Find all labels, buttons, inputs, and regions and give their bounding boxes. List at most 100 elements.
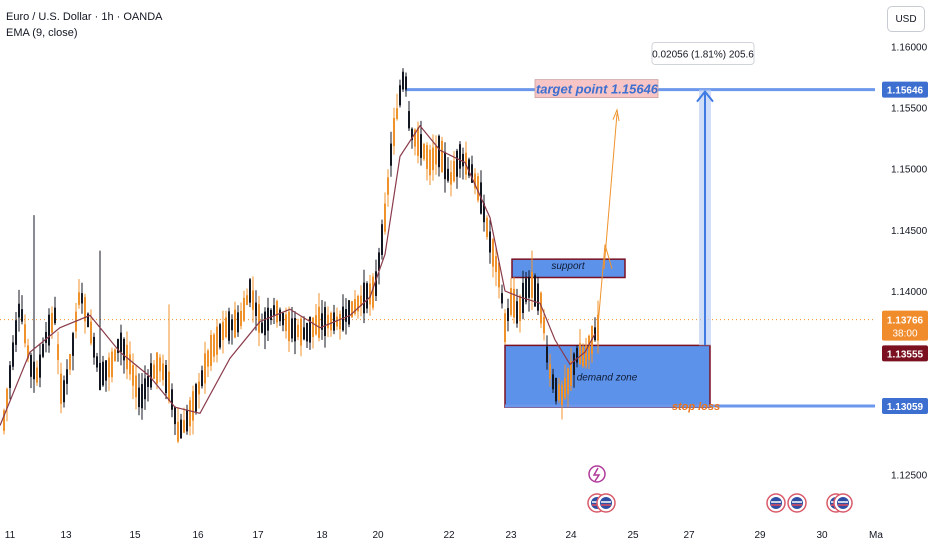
candle-body — [552, 374, 554, 390]
candle-body — [150, 363, 152, 388]
candle-body — [510, 288, 512, 315]
x-tick-label: 24 — [565, 530, 577, 541]
ema-line — [0, 124, 596, 426]
candle-body — [57, 344, 59, 360]
measure-tooltip-box — [651, 41, 755, 65]
candle-body — [369, 283, 371, 305]
candle-body — [261, 322, 263, 333]
candle-body — [384, 203, 386, 232]
candle-body — [42, 343, 44, 357]
candle-body — [138, 387, 140, 408]
candle-body — [297, 324, 299, 337]
event-lightning-icon[interactable] — [588, 465, 606, 483]
candle-body — [234, 309, 236, 338]
candle-body — [507, 308, 509, 321]
candle-body — [132, 364, 134, 386]
candle-body — [222, 321, 224, 340]
candle-body — [66, 369, 68, 384]
candle-body — [219, 324, 221, 348]
zone-price-tag-box — [882, 345, 928, 362]
candle-body — [81, 293, 83, 304]
currency-button[interactable]: USD — [887, 6, 925, 32]
candle-body — [285, 314, 287, 332]
candle-body — [459, 144, 461, 169]
candle-body — [84, 297, 86, 322]
candle-body — [192, 391, 194, 421]
candle-body — [549, 363, 551, 379]
candle-body — [381, 224, 383, 255]
candle-body — [141, 384, 143, 409]
candle-body — [360, 295, 362, 307]
x-tick-label: 17 — [252, 530, 264, 541]
projection-arrow-head — [612, 108, 620, 122]
candle-body — [303, 327, 305, 340]
candle-body — [498, 262, 500, 288]
candle-body — [555, 377, 557, 402]
candle-body — [63, 380, 65, 403]
candle-body — [264, 311, 266, 336]
candle-body — [471, 164, 473, 183]
candle-body — [216, 326, 218, 355]
candle-body — [6, 388, 8, 409]
candle-body — [189, 400, 191, 427]
stop-loss-label: stop loss — [672, 401, 720, 413]
candle-body — [168, 371, 170, 402]
candle-body — [117, 339, 119, 353]
candle-body — [378, 252, 380, 271]
candle-body — [231, 319, 233, 331]
y-tick-label: 1.16000 — [891, 42, 928, 53]
candle-body — [111, 351, 113, 378]
candle-body — [441, 140, 443, 173]
candle-body — [9, 365, 11, 388]
y-tick-label: 1.15000 — [891, 165, 928, 176]
target-price-tag-box — [882, 81, 928, 98]
candle-body — [486, 217, 488, 237]
candle-body — [105, 360, 107, 381]
candle-body — [417, 127, 419, 156]
candle-body — [330, 312, 332, 331]
candle-body — [546, 346, 548, 363]
candle-body — [579, 343, 581, 365]
event-flag-icon-inner — [600, 497, 612, 509]
candle-body — [48, 314, 50, 346]
candle-body — [564, 377, 566, 399]
candle-body — [537, 283, 539, 311]
candle-body — [3, 410, 5, 431]
candle-body — [432, 147, 434, 171]
candle-body — [177, 421, 179, 442]
candle-body — [195, 384, 197, 412]
candle-body — [375, 271, 377, 296]
candle-body — [387, 177, 389, 195]
candle-body — [357, 295, 359, 312]
candle-body — [258, 304, 260, 333]
x-tick-label: 20 — [372, 530, 384, 541]
candle-body — [456, 150, 458, 177]
candle-body — [126, 344, 128, 370]
candle-body — [144, 378, 146, 400]
candle-body — [21, 309, 23, 322]
candle-body — [483, 203, 485, 223]
target-label-box — [534, 79, 659, 99]
y-tick-label: 1.14500 — [891, 226, 928, 237]
candle-body — [30, 354, 32, 377]
candle-body — [588, 335, 590, 360]
candle-body — [525, 278, 527, 302]
candle-body — [207, 350, 209, 367]
candle-body — [252, 290, 254, 310]
candle-body — [204, 353, 206, 384]
candle-body — [294, 318, 296, 342]
candle-body — [27, 345, 29, 359]
candle-body — [393, 117, 395, 147]
candle-body — [33, 361, 35, 380]
candle-body — [309, 316, 311, 343]
y-tick-label: 1.12500 — [891, 470, 928, 481]
candle-body — [135, 375, 137, 398]
candle-body — [51, 313, 53, 333]
candle-body — [123, 338, 125, 361]
candle-body — [435, 145, 437, 165]
x-tick-label: 27 — [683, 530, 695, 541]
candle-body — [390, 143, 392, 166]
candle-body — [60, 373, 62, 404]
candle-body — [363, 282, 365, 314]
